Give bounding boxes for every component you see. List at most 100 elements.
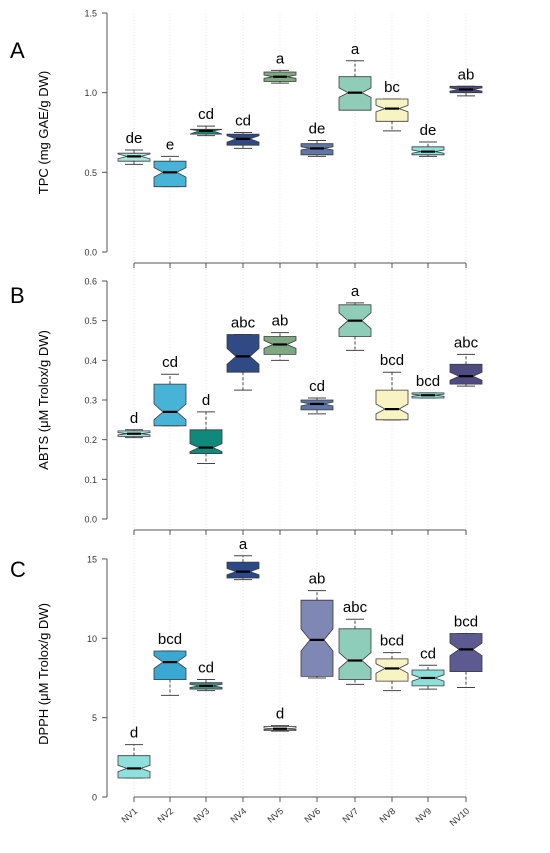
box-nv7: a [338, 41, 372, 111]
x-tick-label-nv5: NV5 [265, 806, 285, 825]
notched-box [338, 628, 372, 680]
box-nv10: bcd [449, 614, 483, 688]
significance-letter: bcd [454, 614, 478, 631]
y-tick-label: 0.2 [84, 435, 97, 445]
y-tick-label: 1.0 [84, 88, 97, 98]
box-nv9: bcd [411, 373, 445, 399]
significance-letter: bcd [416, 373, 440, 390]
x-tick-label-nv9: NV9 [413, 806, 433, 825]
box-nv7: abc [338, 599, 372, 685]
box-nv3: d [189, 392, 223, 464]
y-tick-label: 10 [87, 634, 97, 644]
y-axis-title: ABTS (μM Trolox/g DW) [36, 330, 51, 470]
box-nv10: abc [449, 334, 483, 387]
significance-letter: ab [272, 313, 289, 330]
significance-letter: a [351, 283, 360, 300]
x-tick-label-nv3: NV3 [191, 806, 211, 825]
significance-letter: e [166, 136, 174, 153]
box-nv1: d [117, 725, 151, 779]
y-tick-label: 0.5 [84, 316, 97, 326]
notched-box [153, 160, 187, 188]
y-tick-label: 0.0 [84, 515, 97, 525]
significance-letter: cd [198, 660, 214, 677]
box-nv8: bc [375, 79, 409, 132]
notched-box [153, 650, 187, 680]
significance-letter: d [276, 706, 284, 723]
x-tick-label-nv7: NV7 [340, 806, 360, 825]
x-tick-label-nv2: NV2 [155, 806, 175, 825]
notched-box [300, 599, 334, 677]
significance-letter: cd [198, 106, 214, 123]
significance-letter: abc [343, 599, 368, 616]
significance-letter: a [239, 536, 248, 553]
significance-letter: bc [384, 79, 400, 96]
y-axis-title: DPPH (μM Trolox/g DW) [36, 603, 51, 745]
significance-letter: bcd [380, 352, 404, 369]
y-tick-label: 0.3 [84, 396, 97, 406]
y-tick-label: 0.4 [84, 356, 97, 366]
y-tick-label: 1.5 [84, 9, 97, 19]
box-nv3: cd [189, 106, 223, 137]
box-nv6: ab [300, 571, 334, 679]
notched-box [189, 429, 223, 455]
box-nv5: ab [263, 313, 297, 361]
notched-box [153, 383, 187, 427]
significance-letter: cd [420, 645, 436, 662]
significance-letter: bcd [158, 631, 182, 648]
box-nv9: cd [411, 645, 445, 690]
box-nv2: bcd [153, 631, 187, 696]
x-tick-label-nv1: NV1 [119, 806, 139, 825]
notched-box [449, 633, 483, 672]
box-nv8: bcd [375, 633, 409, 692]
box-nv6: de [300, 120, 334, 157]
y-tick-label: 0.6 [84, 277, 97, 287]
significance-letter: ab [458, 66, 475, 83]
panel-label: A [10, 38, 25, 63]
box-nv3: cd [189, 660, 223, 692]
panel-b-abts: B 0.0 0.1 0.2 0.3 0.4 0.5 0.6 ABTS (μM Trolox/g … [10, 277, 483, 535]
significance-letter: de [309, 120, 326, 137]
y-tick-label: 5 [92, 713, 97, 723]
y-tick-label: 15 [87, 554, 97, 564]
y-tick-label: 0.0 [84, 248, 97, 258]
box-nv1: d [117, 410, 151, 439]
box-nv9: de [411, 122, 445, 157]
box-nv5: d [263, 706, 297, 732]
significance-letter: abc [231, 315, 256, 332]
box-nv10: ab [449, 66, 483, 97]
box-nv8: bcd [375, 352, 409, 421]
y-axis-title: TPC (mg GAE/g DW) [36, 71, 51, 195]
x-tick-label-nv4: NV4 [228, 806, 248, 825]
notched-box [449, 363, 483, 385]
significance-letter: bcd [380, 633, 404, 650]
significance-letter: d [130, 410, 138, 427]
box-nv4: a [226, 536, 260, 581]
significance-letter: abc [454, 334, 479, 351]
box-nv4: cd [226, 113, 260, 149]
significance-letter: cd [162, 354, 178, 371]
notched-box [117, 755, 151, 779]
x-tick-label-nv10: NV10 [448, 806, 472, 828]
significance-letter: a [351, 41, 360, 58]
significance-letter: cd [235, 113, 251, 130]
significance-letter: a [276, 50, 285, 67]
significance-letter: cd [309, 378, 325, 395]
x-tick-label-nv8: NV8 [377, 806, 397, 825]
significance-letter: d [202, 392, 210, 409]
box-nv2: e [153, 136, 187, 188]
box-nv1: de [117, 130, 151, 165]
y-tick-label: 0.5 [84, 168, 97, 178]
notched-box [226, 561, 260, 579]
significance-letter: de [126, 130, 143, 147]
box-nv2: cd [153, 354, 187, 427]
panel-a-tpc: A 0.0 0.5 1.0 1.5 TPC (mg GAE/g DW) de e cd cd a de… [10, 9, 483, 268]
box-nv7: a [338, 283, 372, 351]
significance-letter: d [130, 725, 138, 742]
significance-letter: ab [309, 571, 326, 588]
notched-box [375, 98, 409, 122]
box-nv4: abc [226, 315, 260, 391]
significance-letter: de [420, 122, 437, 139]
notched-box [375, 658, 409, 682]
